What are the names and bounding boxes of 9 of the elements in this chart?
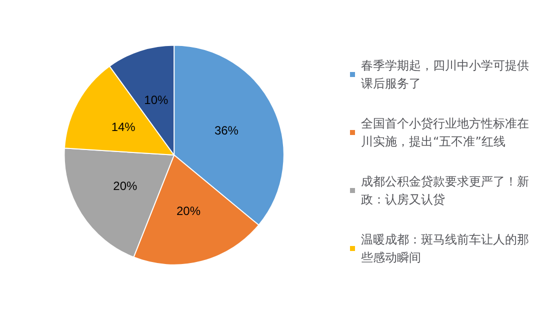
data-label: 14% <box>111 120 136 134</box>
legend-label: 温暖成都：斑马线前车让人的那些感动瞬间 <box>361 232 529 264</box>
data-label: 36% <box>214 123 239 138</box>
data-label: 20% <box>176 204 201 218</box>
data-label: 10% <box>144 92 169 107</box>
legend-label: 全国首个小贷行业地方性标准在川实施，提出“五不准”红线 <box>361 116 529 148</box>
data-label: 20% <box>113 179 138 194</box>
legend-label: 春季学期起，四川中小学可提供课后服务了 <box>361 58 529 90</box>
legend-label: 成都公积金贷款要求更严了！新政：认房又认贷 <box>361 174 529 206</box>
